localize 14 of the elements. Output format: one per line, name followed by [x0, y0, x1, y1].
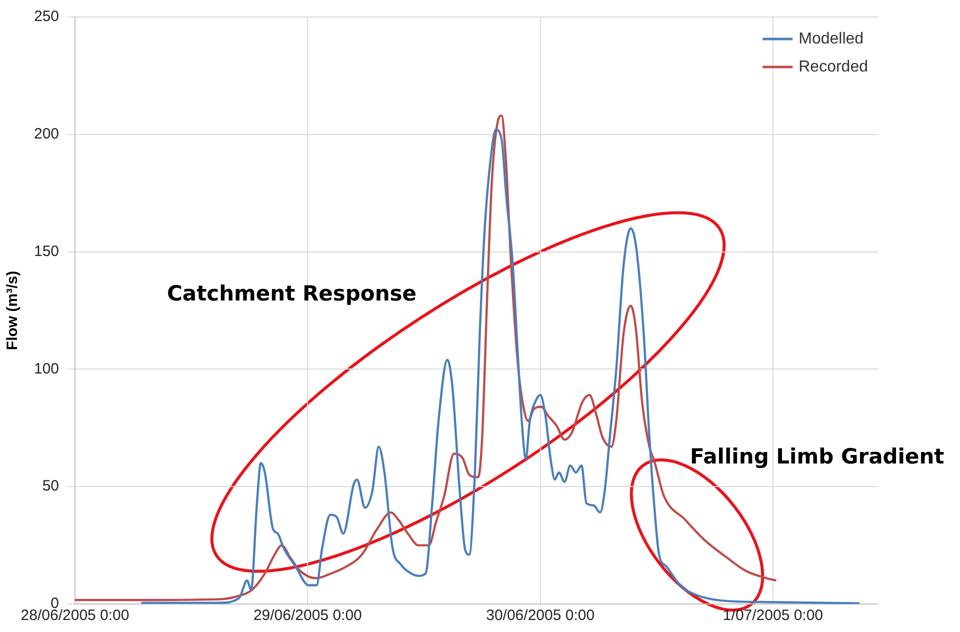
annotation: Catchment Response [167, 281, 417, 306]
y-tick-label: 100 [34, 360, 60, 378]
x-tick-label: 1/07/2005 0:00 [722, 607, 824, 624]
x-tick-label: 29/06/2005 0:00 [253, 607, 362, 624]
legend-label: Recorded [798, 58, 868, 76]
y-axis-title: Flow (m³/s) [4, 270, 22, 350]
legend-label: Modelled [798, 30, 864, 48]
line-series [75, 114, 778, 602]
x-tick-label: 30/06/2005 0:00 [486, 607, 595, 624]
y-tick-label: 200 [34, 126, 60, 143]
y-tick-label: 150 [34, 242, 60, 260]
annotation: Falling Limb Gradient [690, 444, 944, 468]
y-tick-label: 50 [42, 478, 60, 495]
y-tick-label: 250 [34, 8, 60, 26]
